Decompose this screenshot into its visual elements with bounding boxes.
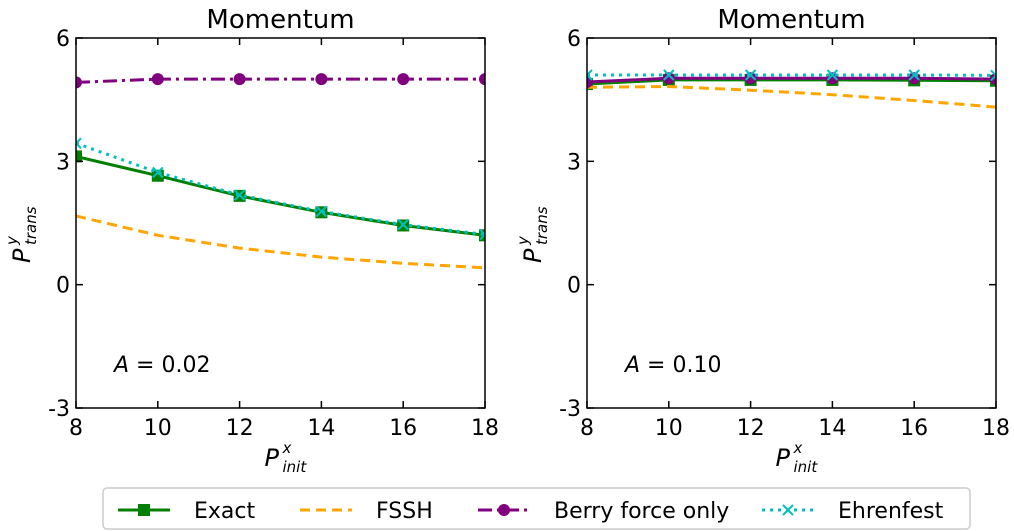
x-tick-label: 8 — [69, 416, 83, 441]
plot-area — [587, 69, 996, 109]
data-point — [233, 189, 246, 201]
data-point — [479, 228, 485, 241]
legend-label: Exact — [194, 499, 255, 524]
x-tick-label: 16 — [900, 416, 928, 441]
legend-item-berry-force-only: Berry force only — [478, 499, 729, 524]
y-tick-label: 3 — [56, 150, 70, 175]
x-tick-label: 18 — [982, 416, 1010, 441]
series-line — [76, 141, 485, 236]
y-tick-label: 0 — [56, 274, 70, 299]
chart-title: Momentum — [717, 5, 865, 35]
series-berry-force-only — [76, 73, 485, 89]
x-tick-label: 10 — [655, 416, 683, 441]
axes-frame — [75, 37, 486, 409]
legend-label: Ehrenfest — [838, 499, 944, 524]
legend-marker — [782, 504, 794, 516]
data-point — [315, 73, 328, 86]
y-axis-label: Py trans — [3, 206, 40, 263]
data-point — [587, 69, 593, 81]
x-tick-label: 8 — [580, 416, 594, 441]
x-tick-label: 12 — [226, 416, 254, 441]
annotation-label: A = 0.02 — [112, 353, 210, 378]
data-point — [826, 69, 839, 81]
series-ehrenfest — [76, 137, 485, 241]
annotation-label: A = 0.10 — [623, 353, 721, 378]
data-point — [397, 218, 409, 231]
data-point — [315, 205, 328, 218]
x-tick-label: 16 — [389, 416, 417, 441]
legend: Exact FSSH Berry force only Ehrenfest — [102, 487, 971, 530]
data-point — [76, 76, 82, 89]
y-axis-label-base: P — [519, 248, 547, 263]
y-axis-label: Py trans — [514, 206, 551, 263]
data-point — [152, 166, 164, 179]
data-point — [662, 72, 675, 85]
y-axis-label-base: P — [8, 248, 36, 263]
y-tick-label: -3 — [559, 397, 581, 422]
x-tick-label: 10 — [144, 416, 172, 441]
data-point — [76, 137, 82, 149]
data-point — [397, 73, 410, 86]
legend-item-fssh: FSSH — [300, 499, 433, 524]
x-tick-label: 12 — [737, 416, 765, 441]
legend-box — [102, 487, 971, 530]
x-axis-label-sub: init — [794, 458, 819, 476]
series-line — [76, 154, 485, 237]
legend-label: FSSH — [376, 499, 433, 524]
x-axis-label-sub: init — [283, 458, 308, 476]
series-line — [587, 78, 996, 86]
x-axis-label-sup: x — [793, 439, 803, 457]
x-tick-label: 18 — [471, 416, 499, 441]
x-axis-label: P — [776, 444, 791, 472]
series-ehrenfest — [587, 69, 996, 82]
y-tick-label: 6 — [56, 27, 70, 52]
data-point — [233, 73, 246, 86]
y-tick-label: -3 — [48, 397, 70, 422]
y-axis-label-sub: trans — [533, 206, 551, 245]
data-point — [990, 69, 996, 82]
data-point — [479, 73, 485, 86]
legend-marker — [498, 504, 510, 516]
series-line — [587, 84, 996, 109]
y-axis-label-sup: y — [3, 235, 21, 246]
y-axis-label-sub: trans — [22, 206, 40, 245]
data-point — [151, 73, 164, 86]
x-tick-label: 14 — [818, 416, 846, 441]
x-tick-label: 14 — [307, 416, 335, 441]
x-axis-label-sup: x — [282, 439, 292, 457]
data-point — [908, 69, 920, 81]
y-tick-label: 0 — [567, 274, 581, 299]
y-axis-label-sup: y — [514, 235, 532, 246]
series-fssh — [587, 84, 996, 109]
axes-frame — [586, 37, 997, 409]
data-point — [744, 69, 757, 81]
series-fssh — [76, 214, 485, 270]
data-point — [663, 69, 675, 81]
data-point — [76, 150, 82, 163]
plot-area — [76, 73, 485, 270]
series-line — [76, 77, 485, 84]
y-tick-label: 3 — [567, 150, 581, 175]
series-line — [587, 76, 996, 84]
legend-marker — [138, 504, 150, 516]
legend-label: Berry force only — [554, 499, 729, 524]
y-tick-label: 6 — [567, 27, 581, 52]
legend-item-ehrenfest: Ehrenfest — [762, 499, 944, 524]
chart-title: Momentum — [206, 5, 354, 35]
legend-item-exact: Exact — [118, 499, 255, 524]
x-axis-label: P — [265, 444, 280, 472]
series-line — [76, 214, 485, 270]
